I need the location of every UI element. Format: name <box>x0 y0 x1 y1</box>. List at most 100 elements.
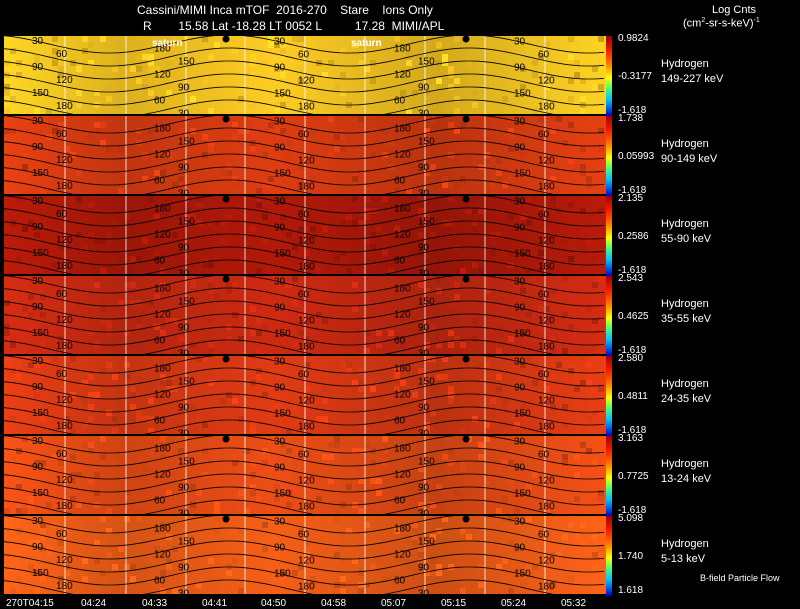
x-tick-label: 04:33 <box>142 598 168 609</box>
heatmap-cell <box>502 576 508 582</box>
heatmap-cell <box>76 232 82 238</box>
heatmap-cell <box>550 348 556 354</box>
heatmap-cell <box>520 214 526 220</box>
contour-label: 120 <box>56 475 73 486</box>
heatmap-cell <box>46 442 52 448</box>
heatmap-cell <box>520 330 526 336</box>
heatmap-cell <box>310 176 316 182</box>
heatmap-cell <box>196 220 202 226</box>
heatmap-cell <box>214 516 220 522</box>
heatmap-cell <box>196 202 202 208</box>
heatmap-cell <box>118 146 124 152</box>
panel-3: 30 60 90 120 150 180 180 150 120 90 60 30 30 60 90 120 1… <box>0 193 800 276</box>
heatmap-cell <box>232 460 238 466</box>
heatmap-cell <box>280 54 286 60</box>
heatmap-cell <box>520 282 526 288</box>
heatmap-cell <box>598 196 604 202</box>
heatmap-cell <box>298 318 304 324</box>
heatmap-cell <box>142 422 148 428</box>
heatmap-cell <box>148 416 154 422</box>
heatmap-cell <box>304 552 310 558</box>
heatmap-cell <box>166 90 172 96</box>
heatmap-cell <box>322 386 328 392</box>
colorbar <box>606 516 612 596</box>
heatmap-cell <box>286 282 292 288</box>
heatmap-cell <box>202 134 208 140</box>
heatmap-cell <box>106 416 112 422</box>
heatmap-cell <box>154 288 160 294</box>
heatmap-cell <box>190 454 196 460</box>
heatmap-cell <box>370 78 376 84</box>
heatmap-cell <box>160 436 166 442</box>
contour-label: 60 <box>394 575 406 586</box>
heatmap-cell <box>22 164 28 170</box>
contour-label: 150 <box>178 456 195 467</box>
contour-label: 60 <box>538 130 550 141</box>
heatmap-cell <box>400 72 406 78</box>
heatmap-cell <box>166 564 172 570</box>
heatmap-cell <box>160 588 166 594</box>
heatmap-cell <box>418 362 424 368</box>
heatmap-cell <box>244 508 250 514</box>
heatmap-cell <box>34 282 40 288</box>
colorbar-min: -1.618 <box>618 185 647 196</box>
contour-label: 30 <box>178 348 190 354</box>
heatmap-cell <box>94 90 100 96</box>
heatmap-cell <box>460 122 466 128</box>
saturn-marker <box>462 436 470 443</box>
heatmap-cell <box>394 226 400 232</box>
heatmap-cell <box>64 72 70 78</box>
colorbar-min: -1.618 <box>618 265 647 276</box>
heatmap-cell <box>586 176 592 182</box>
heatmap-cell <box>394 386 400 392</box>
contour-label: 90 <box>32 142 44 153</box>
heatmap-cell <box>136 516 142 522</box>
heatmap-cell <box>22 508 28 514</box>
colorbar-min: 1.618 <box>618 585 644 596</box>
heatmap-cell <box>286 448 292 454</box>
heatmap-cell <box>130 404 136 410</box>
heatmap-cell <box>388 330 394 336</box>
heatmap-cell <box>16 484 22 490</box>
heatmap-cell <box>562 454 568 460</box>
heatmap-cell <box>496 558 502 564</box>
contour-label: 150 <box>274 249 291 260</box>
contour-label: 30 <box>514 37 526 48</box>
heatmap-cell <box>40 188 46 194</box>
heatmap-cell <box>520 404 526 410</box>
contour-label: 30 <box>418 508 430 514</box>
heatmap-cell <box>208 306 214 312</box>
heatmap-cell <box>226 170 232 176</box>
heatmap-cell <box>406 188 412 194</box>
heatmap-cell <box>538 232 544 238</box>
heatmap-cell <box>88 60 94 66</box>
heatmap-cell <box>592 256 598 262</box>
heatmap-cell <box>46 546 52 552</box>
heatmap-cell <box>442 356 448 362</box>
contour-label: 90 <box>178 242 190 253</box>
heatmap-cell <box>544 72 550 78</box>
heatmap-cell <box>532 380 538 386</box>
heatmap-cell <box>328 442 334 448</box>
heatmap-cell <box>382 448 388 454</box>
contour-label: 90 <box>514 543 526 554</box>
heatmap-cell <box>154 78 160 84</box>
heatmap-cell <box>82 576 88 582</box>
contour-line <box>4 73 605 93</box>
heatmap-cell <box>526 268 532 274</box>
contour-label: 180 <box>56 501 73 512</box>
colorbar-max: 5.098 <box>618 513 644 524</box>
heatmap-cell <box>238 336 244 342</box>
heatmap-cell <box>94 282 100 288</box>
heatmap-cell <box>76 472 82 478</box>
heatmap-cell <box>16 576 22 582</box>
heatmap-cell <box>586 448 592 454</box>
heatmap-cell <box>466 490 472 496</box>
contour-label: 90 <box>178 562 190 573</box>
heatmap-cell <box>262 182 268 188</box>
heatmap-cell <box>310 576 316 582</box>
heatmap-cell <box>52 54 58 60</box>
contour-label: 150 <box>514 169 531 180</box>
contour-label: 30 <box>418 268 430 274</box>
contour-label: 90 <box>32 302 44 313</box>
